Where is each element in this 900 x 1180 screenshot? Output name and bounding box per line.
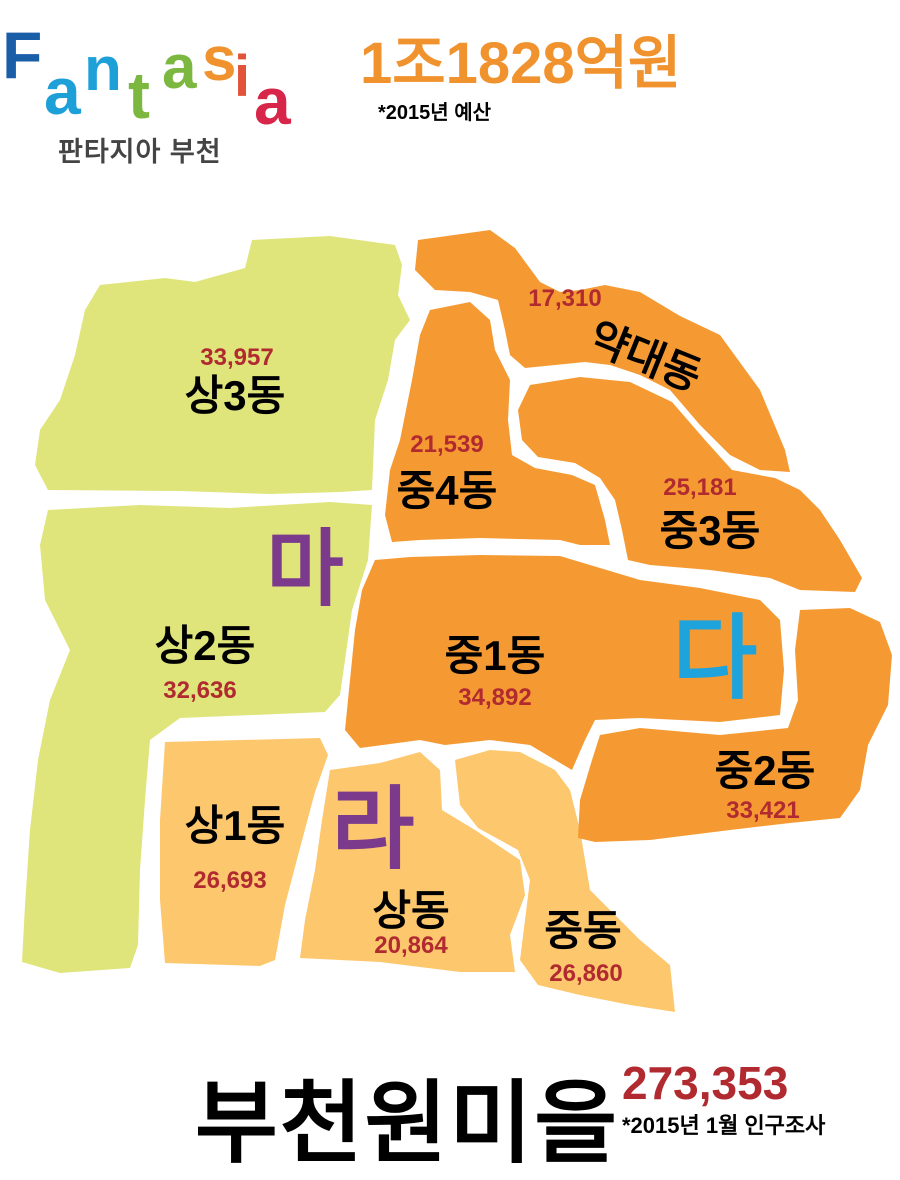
region-sangdong <box>300 752 525 972</box>
region-jung4 <box>385 302 610 545</box>
budget-amount: 1조1828억원 <box>360 31 682 96</box>
logo-letter: a <box>162 33 197 102</box>
district-name-jung1: 중1동 <box>445 632 546 679</box>
district-name-sang1: 상1동 <box>185 802 286 849</box>
zone-label-ma: 마 <box>266 522 343 616</box>
region-jungdong <box>455 750 675 1012</box>
district-name-jung2: 중2동 <box>715 747 816 794</box>
district-population-jung4: 21,539 <box>410 431 483 458</box>
region-sang3 <box>35 236 410 494</box>
district-name-sang3: 상3동 <box>185 372 286 419</box>
logo-letter: a <box>44 54 82 128</box>
logo-letter: F <box>2 18 42 92</box>
district-population-sangdong: 20,864 <box>374 932 448 959</box>
district-name-jungdong: 중동 <box>544 907 621 954</box>
district-population-jung1: 34,892 <box>458 684 531 711</box>
region-jung3 <box>518 377 862 592</box>
district-population-jung2: 33,421 <box>726 797 799 824</box>
district-population-yakdae: 17,310 <box>528 285 601 312</box>
district-population-sang2: 32,636 <box>163 677 236 704</box>
logo-letter: i <box>234 44 250 109</box>
district-population-jung3: 25,181 <box>663 474 736 501</box>
region-sang1 <box>160 738 328 966</box>
district-name-sangdong: 상동 <box>372 887 449 934</box>
logo-subtitle: 판타지아 부천 <box>58 137 222 167</box>
zone-label-da: 다 <box>673 608 758 710</box>
region-sang2 <box>22 502 372 973</box>
region-jung1 <box>345 555 784 770</box>
logo-letter: s <box>202 25 236 94</box>
logo-letter: a <box>254 64 292 128</box>
census-note: *2015년 1월 인구조사 <box>622 1113 826 1138</box>
district-name-jung3: 중3동 <box>660 507 761 554</box>
logo-letter: t <box>128 58 150 128</box>
total-population: 273,353 <box>622 1057 789 1109</box>
district-name-jung4: 중4동 <box>397 467 498 514</box>
logo-letter: n <box>84 35 122 104</box>
district-name-sang2: 상2동 <box>155 622 256 669</box>
district-population-sang3: 33,957 <box>200 344 273 371</box>
district-population-sang1: 26,693 <box>193 867 266 894</box>
region-jung2 <box>578 608 892 842</box>
district-population-jungdong: 26,860 <box>549 960 622 987</box>
region-yakdae <box>415 230 790 472</box>
footer-title: 부천원미을 <box>195 1074 619 1174</box>
budget-note: *2015년 예산 <box>378 102 492 124</box>
zone-label-ra: 라 <box>332 780 415 880</box>
